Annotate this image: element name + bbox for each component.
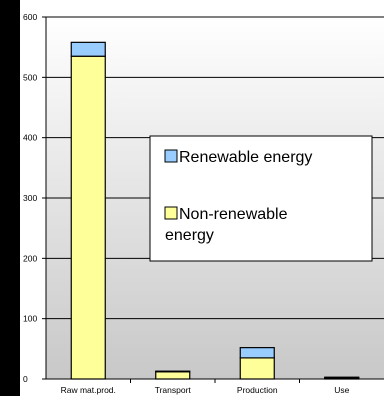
bar-segment (155, 371, 191, 380)
legend: Renewable energy Non-renewable energy (149, 135, 373, 262)
y-axis-ticks: 0 100 200 300 400 500 600 (23, 12, 46, 384)
bar-segment (324, 376, 360, 379)
bar-segment (155, 370, 191, 373)
x-tick-label: Use (334, 385, 349, 395)
bar-segment (70, 41, 106, 57)
x-axis-ticks: Raw mat.prod. Transport Production Use (61, 379, 350, 395)
y-tick-label: 0 (23, 374, 28, 384)
y-tick-label: 600 (23, 12, 37, 22)
bars-group (70, 41, 360, 380)
y-tick-label: 400 (23, 133, 37, 143)
bar-segment (239, 347, 275, 359)
x-tick-label: Production (237, 385, 278, 395)
legend-swatch-non-renewable (164, 206, 178, 220)
y-tick-label: 500 (23, 72, 37, 82)
y-tick-label: 200 (23, 253, 37, 263)
x-tick-label: Transport (155, 385, 192, 395)
y-tick-label: 100 (23, 314, 37, 324)
bar-segment (239, 357, 275, 380)
bar-segment (70, 55, 106, 380)
legend-swatch-renewable (164, 149, 178, 163)
left-frame-band (0, 0, 20, 396)
x-tick-label: Raw mat.prod. (61, 385, 116, 395)
legend-label-non-renewable: Non-renewable energy (165, 206, 292, 244)
legend-label-renewable: Renewable energy (179, 149, 312, 166)
y-tick-label: 300 (23, 193, 37, 203)
legend-box (149, 135, 373, 262)
